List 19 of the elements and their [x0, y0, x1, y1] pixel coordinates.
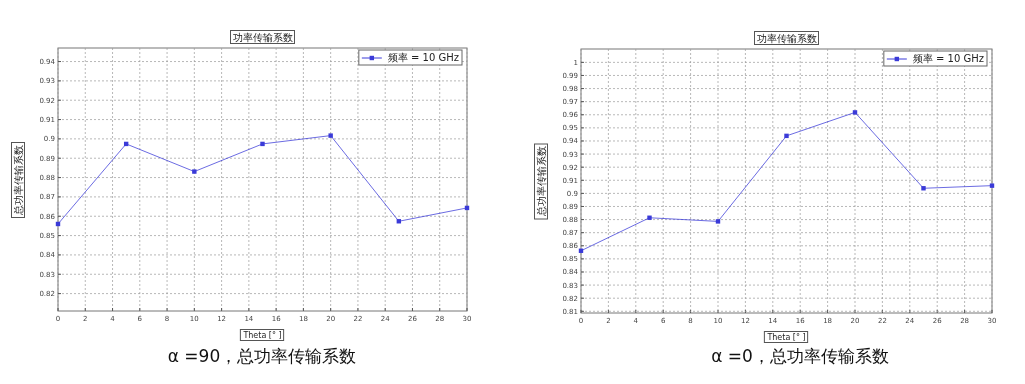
x-axis-title: Theta [° ] — [766, 332, 806, 342]
point — [715, 219, 721, 224]
point — [328, 133, 333, 138]
legend-label: 频率 = 10 GHz — [912, 53, 984, 64]
text: α =90，总功率传输系数 — [167, 346, 357, 366]
point — [784, 133, 789, 139]
chart-title: 功率传输系数 — [232, 31, 293, 43]
legend-label: 频率 = 10 GHz — [387, 52, 459, 63]
y-axis-title: 总功率传输系数 — [535, 146, 547, 217]
x-axis-title: Theta [° ] — [242, 330, 282, 340]
point — [989, 183, 995, 188]
point — [647, 215, 652, 220]
point — [260, 141, 265, 147]
point — [192, 169, 197, 174]
text: α =0，总功率传输系数 — [711, 346, 889, 366]
point — [852, 110, 858, 115]
y-axis-title: 总功率传输系数 — [12, 144, 24, 216]
chart-title: 功率传输系数 — [756, 32, 817, 44]
point — [921, 186, 926, 191]
